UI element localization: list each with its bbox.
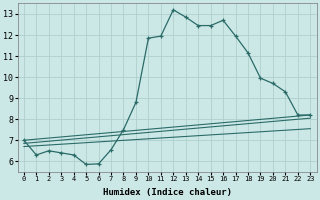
X-axis label: Humidex (Indice chaleur): Humidex (Indice chaleur) (103, 188, 232, 197)
